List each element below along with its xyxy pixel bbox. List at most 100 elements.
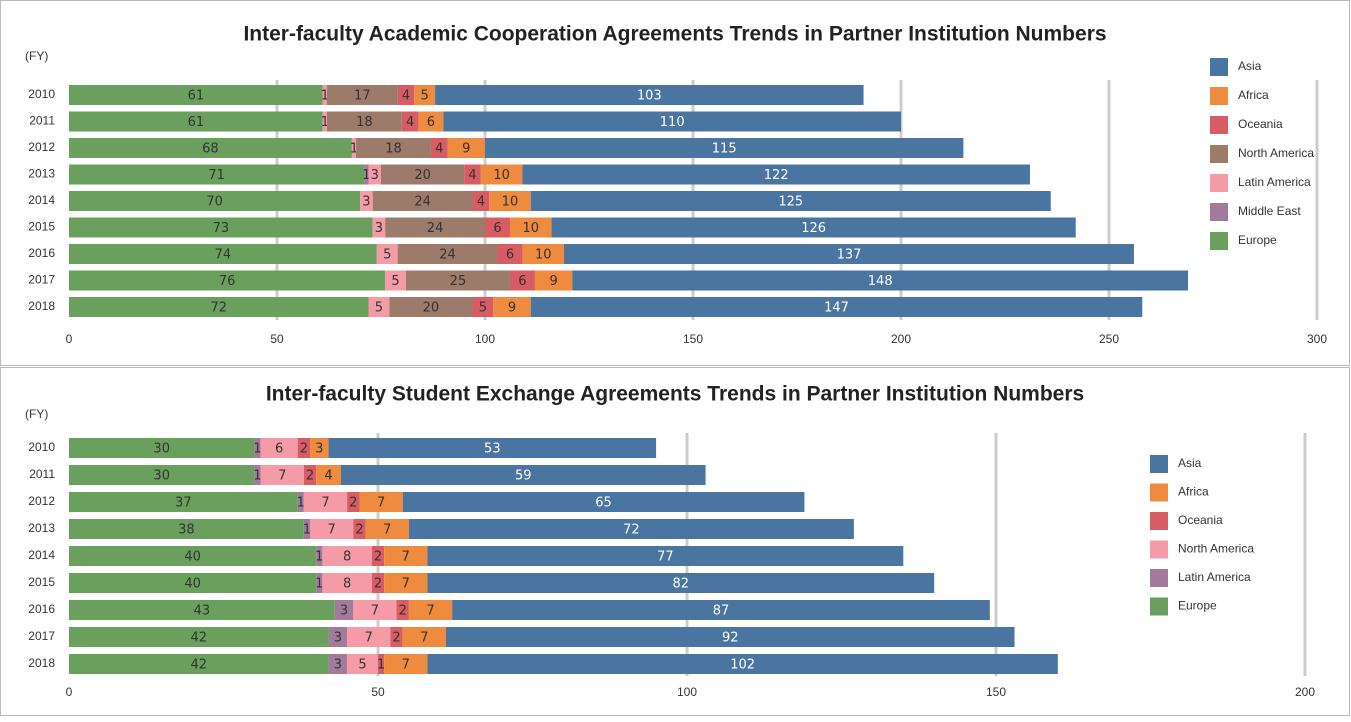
data-label: 59 [515,469,532,484]
bar-segment [69,492,298,512]
data-label: 53 [484,442,501,457]
data-label: 9 [508,301,516,316]
data-label: 125 [778,195,803,210]
bar-segment [322,573,372,593]
bar-segment [522,244,565,264]
x-tick-label: 0 [66,685,73,699]
bar-segment [401,111,419,132]
data-label: 103 [637,89,662,104]
data-label: 9 [462,142,470,157]
data-label: 61 [188,89,205,104]
data-label: 6 [427,115,435,130]
x-tick-label: 100 [475,332,495,346]
y-tick-label: 2012 [28,494,55,508]
data-label: 4 [402,89,410,104]
bar-segment [69,191,361,211]
bar-segment [418,111,444,132]
bar-segment [340,465,706,485]
legend-label: Oceania [1238,117,1283,131]
chart-title: Inter-faculty Academic Cooperation Agree… [243,23,1106,46]
data-label: 7 [426,604,434,619]
data-label: 20 [414,168,431,183]
data-label: 4 [468,168,476,183]
bar-segment [69,217,373,238]
data-label: 1 [321,115,329,130]
y-tick-label: 2015 [28,220,55,234]
data-label: 42 [191,658,208,673]
bar-segment [414,85,436,105]
data-label: 7 [278,469,286,484]
bar-segment [334,600,354,620]
data-label: 137 [837,248,862,263]
data-label: 7 [402,658,410,673]
bar-segment [69,465,255,485]
data-label: 30 [153,469,170,484]
bar-segment [408,600,453,620]
bar-segment [381,164,465,185]
data-label: 77 [657,550,674,565]
bar-segment [328,654,348,674]
x-tick-label: 200 [1295,685,1315,699]
data-label: 2 [349,496,357,511]
bar-segment [297,438,311,458]
data-label: 7 [328,523,336,538]
data-label: 42 [191,631,208,646]
bar-segment [489,191,531,211]
data-label: 40 [184,550,201,565]
data-label: 5 [479,301,487,316]
data-label: 7 [402,577,410,592]
bar-segment [356,138,431,158]
bar-segment [447,138,485,158]
bar-segment [69,546,317,566]
bar-segment [297,492,304,512]
bar-segment [384,546,428,566]
data-label: 2 [374,577,382,592]
data-label: 5 [391,274,399,289]
legend-label: Latin America [1178,570,1251,584]
data-label: 5 [375,301,383,316]
y-tick-label: 2011 [29,114,55,128]
legend-swatch [1210,232,1228,250]
x-tick-label: 250 [1099,332,1119,346]
bar-segment [69,654,329,674]
data-label: 3 [334,658,342,673]
bar-segment [310,519,354,539]
bar-segment [254,465,261,485]
data-label: 8 [343,577,351,592]
bar-segment [509,217,552,238]
bar-segment [69,164,365,185]
bar-segment [69,297,369,317]
bar-segment [464,164,481,185]
data-label: 1 [303,523,311,538]
bar-segment [69,573,317,593]
y-tick-label: 2018 [28,299,55,313]
legend-swatch [1150,540,1168,559]
data-label: 2 [306,469,314,484]
bar-segment [378,654,385,674]
data-label: 82 [673,577,690,592]
data-label: 71 [208,168,225,183]
data-label: 72 [210,301,227,316]
legend-swatch [1210,203,1228,221]
bar-segment [389,297,473,317]
bar-segment [322,546,372,566]
bar-segment [408,519,854,539]
y-tick-label: 2013 [28,167,55,181]
bar-segment [443,111,901,132]
bar-segment [427,573,935,593]
bar-segment [347,492,360,512]
y-tick-label: 2012 [28,140,55,154]
data-label: 70 [206,195,223,210]
bar-segment [310,438,329,458]
bar-segment [69,600,335,620]
bar-segment [445,627,1015,647]
data-label: 8 [343,550,351,565]
bar-segment [397,244,498,264]
legend-label: Asia [1178,456,1202,470]
data-label: 1 [297,496,305,511]
data-label: 6 [518,274,526,289]
bar-segment [372,217,386,238]
data-label: 4 [435,142,443,157]
legend-swatch [1150,569,1168,587]
